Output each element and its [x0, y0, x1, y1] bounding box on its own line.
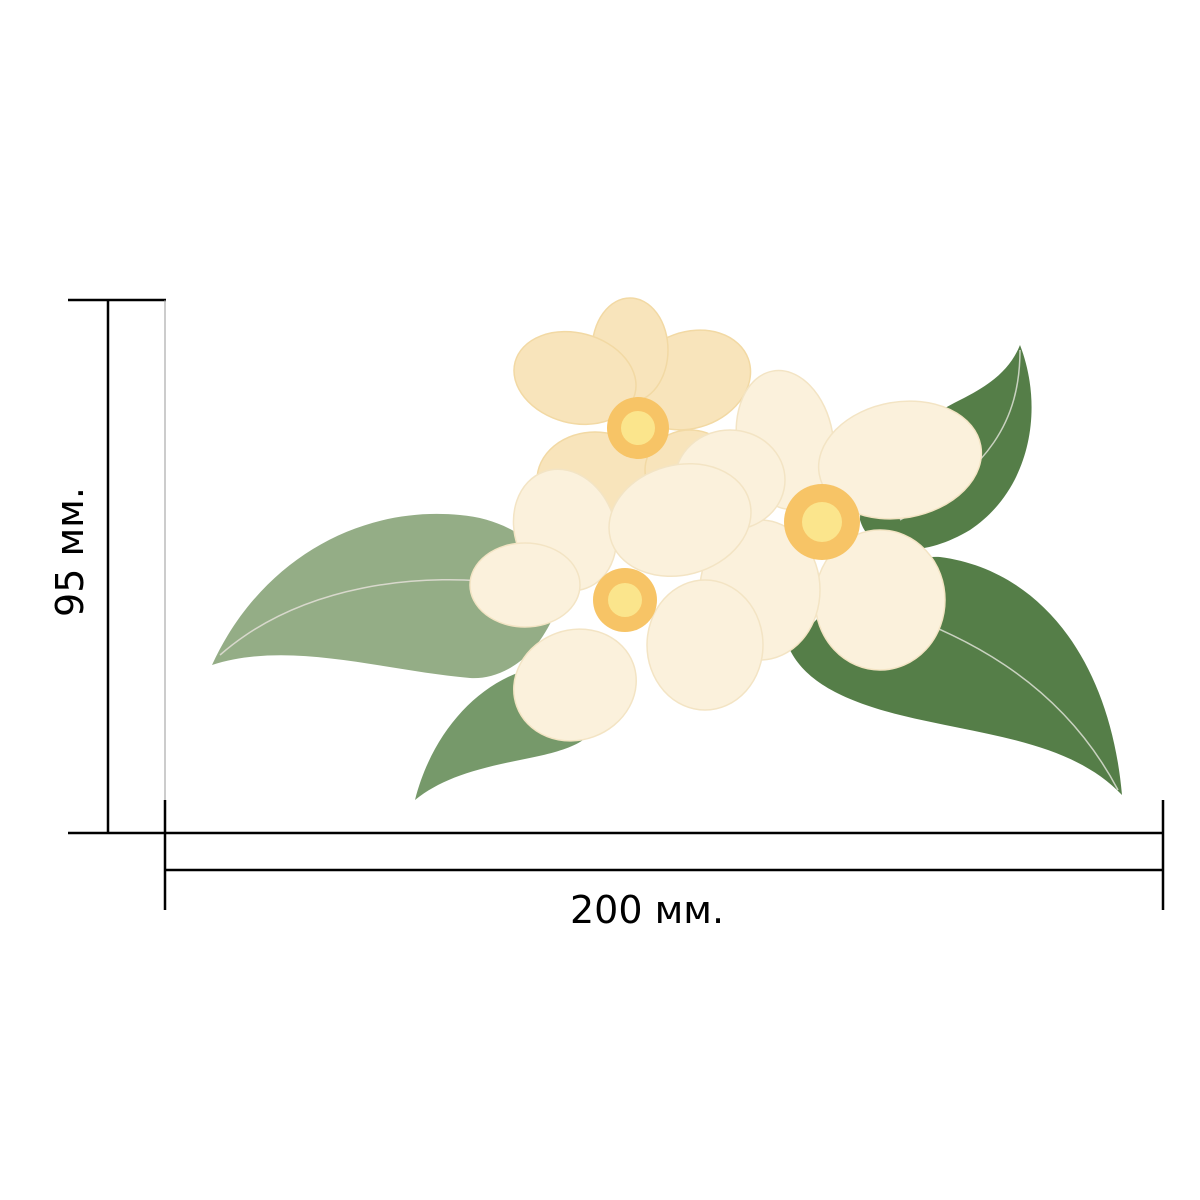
width-label: 200 мм.: [570, 888, 725, 932]
flower-centers: [593, 397, 860, 632]
leaves: [212, 345, 1122, 800]
flower-front: [469, 462, 764, 742]
height-label: 95 мм.: [48, 487, 92, 617]
leaf-light: [212, 513, 560, 679]
dimension-lines: [68, 298, 1165, 910]
